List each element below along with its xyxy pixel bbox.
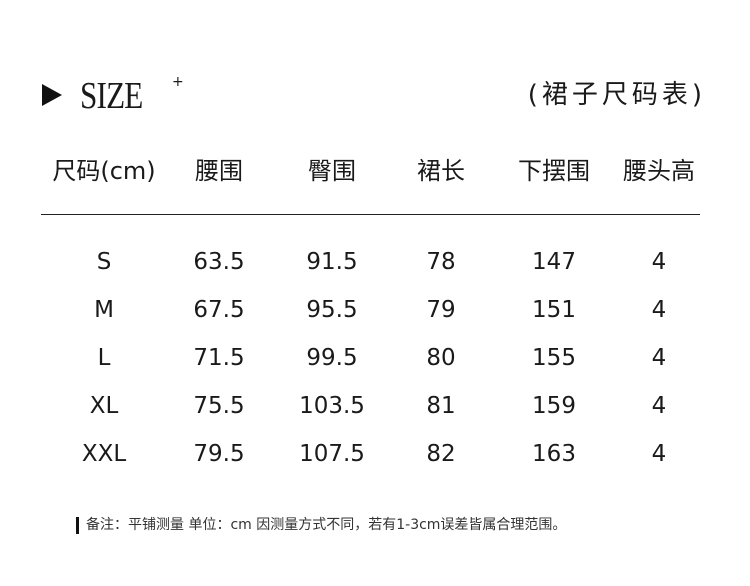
table-cell: 155 [532, 345, 576, 371]
table-cell: 63.5 [193, 249, 245, 275]
measurement-note: 备注：平铺测量 单位：cm 因测量方式不同，若有1-3cm误差皆属合理范围。 [86, 517, 567, 533]
chart-subtitle: (裙子尺码表) [527, 80, 706, 110]
table-cell: 99.5 [306, 345, 358, 371]
header-divider [41, 214, 700, 215]
triangle-right-icon [42, 84, 62, 106]
column-header: 尺码(cm) [52, 157, 156, 185]
table-cell: 4 [651, 249, 667, 275]
table-cell: 163 [532, 441, 576, 467]
table-cell: 80 [426, 345, 456, 371]
column-header: 下摆围 [518, 157, 590, 185]
size-label: XL [89, 393, 119, 419]
table-cell: 81 [426, 393, 456, 419]
table-cell: 82 [426, 441, 456, 467]
table-cell: 4 [651, 441, 667, 467]
table-cell: 4 [651, 345, 667, 371]
table-cell: 79.5 [193, 441, 245, 467]
note-bar-marker [76, 517, 79, 534]
size-label: XXL [81, 441, 127, 467]
table-cell: 147 [532, 249, 576, 275]
size-label: S [96, 249, 112, 275]
table-cell: 79 [426, 297, 456, 323]
table-cell: 4 [651, 393, 667, 419]
table-cell: 67.5 [193, 297, 245, 323]
table-cell: 159 [532, 393, 576, 419]
table-cell: 91.5 [306, 249, 358, 275]
table-cell: 78 [426, 249, 456, 275]
table-cell: 95.5 [306, 297, 358, 323]
table-cell: 103.5 [299, 393, 365, 419]
column-header: 腰围 [195, 157, 243, 185]
table-cell: 71.5 [193, 345, 245, 371]
size-title: SIZE [80, 75, 143, 117]
table-cell: 75.5 [193, 393, 245, 419]
table-cell: 107.5 [299, 441, 365, 467]
table-cell: 151 [532, 297, 576, 323]
table-cell: 4 [651, 297, 667, 323]
column-header: 裙长 [417, 157, 465, 185]
size-label: L [97, 345, 111, 371]
size-title-plus: + [172, 74, 184, 90]
size-label: M [94, 297, 114, 323]
column-header: 腰头高 [623, 157, 695, 185]
column-header: 臀围 [308, 157, 356, 185]
